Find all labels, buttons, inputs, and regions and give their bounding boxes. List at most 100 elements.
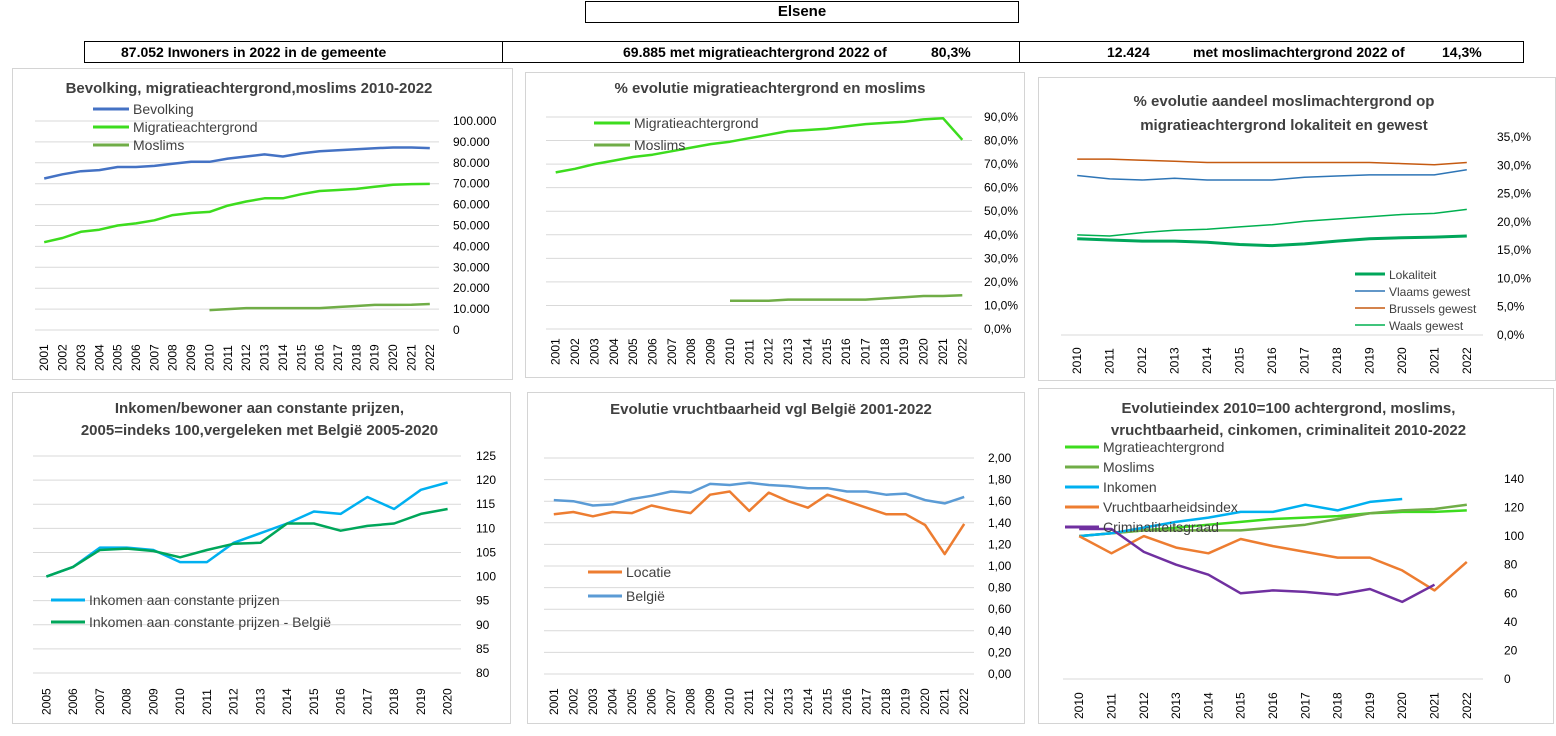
x-tick-label: 2012 (1137, 692, 1151, 719)
series-line-criminaliteitsgraad (1079, 527, 1436, 604)
y-tick-label: 80.000 (453, 156, 490, 170)
y-tick-label: 110 (476, 521, 495, 535)
x-tick-label: 2019 (899, 688, 913, 715)
y-tick-label: 10.000 (453, 302, 490, 316)
legend-label: Migratieachtergrond (634, 115, 759, 131)
y-tick-label: 60 (1504, 586, 1518, 600)
x-tick-label: 2020 (441, 688, 455, 715)
x-tick-label: 2009 (703, 688, 717, 715)
y-tick-label: 60,0% (984, 181, 1018, 195)
series-line-moslims (1079, 503, 1467, 538)
x-tick-label: 2002 (568, 338, 582, 365)
x-tick-label: 2010 (1070, 347, 1084, 374)
y-tick-label: 30,0% (984, 251, 1018, 265)
x-tick-label: 2009 (184, 344, 198, 371)
y-tick-label: 20.000 (453, 281, 490, 295)
legend-label: Vlaams gewest (1389, 285, 1471, 299)
y-tick-label: 0,00 (988, 667, 1012, 681)
series-line-brussels-gewest (1077, 158, 1467, 166)
y-tick-label: 5,0% (1497, 300, 1525, 314)
chart-title: % evolutie migratieachtergrond en moslim… (615, 80, 926, 97)
x-tick-label: 2015 (1234, 692, 1248, 719)
chart-population: Bevolking, migratieachtergrond,moslims 2… (12, 68, 513, 380)
x-tick-label: 2021 (936, 338, 950, 365)
y-tick-label: 90,0% (984, 110, 1018, 124)
legend-label: Bevolking (133, 101, 194, 117)
x-tick-label: 2005 (111, 344, 125, 371)
series-line-inkomen (1079, 497, 1403, 538)
x-tick-label: 2018 (349, 344, 363, 371)
y-tick-label: 0,0% (1497, 328, 1525, 342)
x-tick-label: 2021 (404, 344, 418, 371)
x-tick-label: 2020 (1395, 347, 1409, 374)
x-tick-label: 2022 (957, 688, 971, 715)
x-tick-label: 2013 (1169, 692, 1183, 719)
legend-label: België (626, 588, 665, 604)
x-tick-label: 2013 (781, 688, 795, 715)
chart-pct-evolution: % evolutie migratieachtergrond en moslim… (525, 72, 1025, 378)
x-tick-label: 2021 (938, 688, 952, 715)
series-line-vlaams-gewest (1077, 169, 1467, 181)
y-tick-label: 10,0% (984, 298, 1018, 312)
y-tick-label: 0 (1504, 672, 1511, 686)
y-tick-label: 140 (1504, 472, 1524, 486)
x-tick-label: 2011 (742, 689, 756, 715)
y-tick-label: 0,80 (988, 581, 1012, 595)
x-tick-label: 2017 (1298, 692, 1312, 719)
x-tick-label: 2017 (859, 338, 873, 365)
x-tick-label: 2006 (66, 688, 80, 715)
y-tick-label: 0,60 (988, 602, 1012, 616)
legend-label: Mgratieachtergrond (1103, 439, 1224, 455)
x-tick-label: 2016 (1266, 692, 1280, 719)
chart-title: % evolutie aandeel moslimachtergrond op m… (1134, 93, 1435, 134)
y-tick-label: 40 (1504, 615, 1518, 629)
x-tick-label: 2008 (120, 688, 134, 715)
chart-title: Bevolking, migratieachtergrond,moslims 2… (66, 80, 433, 97)
series-line-inkomen-aan-constante-prijzen (45, 481, 448, 578)
x-tick-label: 2015 (820, 338, 834, 365)
series-line-belgi- (553, 481, 965, 507)
chart-muslim-share: % evolutie aandeel moslimachtergrond op m… (1038, 77, 1556, 381)
x-tick-label: 2007 (664, 688, 678, 715)
x-tick-label: 2020 (1395, 692, 1409, 719)
y-tick-label: 100.000 (453, 114, 497, 128)
summary-divider (1019, 42, 1020, 62)
legend-label: Locatie (626, 564, 671, 580)
x-tick-label: 2022 (955, 338, 969, 365)
legend-label: Brussels gewest (1389, 302, 1477, 316)
y-tick-label: 85 (476, 642, 490, 656)
y-tick-label: 15,0% (1497, 243, 1531, 257)
x-tick-label: 2005 (39, 688, 53, 715)
y-tick-label: 50.000 (453, 219, 490, 233)
y-tick-label: 90 (476, 618, 490, 632)
migration-percentage: 80,3% (931, 44, 971, 60)
legend-label: Vruchtbaarheidsindex (1103, 499, 1238, 515)
x-tick-label: 2010 (1072, 692, 1086, 719)
x-tick-label: 2004 (607, 338, 621, 365)
legend-label: Inkomen aan constante prijzen (89, 592, 280, 608)
y-tick-label: 0,20 (988, 645, 1012, 659)
x-tick-label: 2002 (56, 344, 70, 371)
y-tick-label: 35,0% (1497, 130, 1531, 144)
x-tick-label: 2006 (646, 338, 660, 365)
page-title: Elsene (585, 1, 1019, 23)
x-tick-label: 2019 (368, 344, 382, 371)
x-tick-label: 2020 (917, 338, 931, 365)
legend-label: Migratieachtergrond (133, 119, 258, 135)
x-tick-label: 2004 (92, 344, 106, 371)
x-tick-label: 2011 (1104, 693, 1118, 719)
x-tick-label: 2011 (742, 339, 756, 365)
chart-pct-evolution-svg: % evolutie migratieachtergrond en moslim… (546, 80, 1018, 365)
y-tick-label: 100 (476, 570, 496, 584)
x-tick-label: 2010 (173, 688, 187, 715)
legend-label: Moslims (634, 137, 685, 153)
muslim-summary: met moslimachtergrond 2022 of (1193, 44, 1405, 60)
x-tick-label: 2016 (1265, 347, 1279, 374)
y-tick-label: 0,40 (988, 624, 1012, 638)
chart-index: Evolutieindex 2010=100 achtergrond, mosl… (1038, 388, 1554, 724)
x-tick-label: 2001 (37, 344, 51, 371)
summary-bar: 87.052 Inwoners in 2022 in de gemeente 6… (84, 41, 1524, 63)
x-tick-label: 2013 (258, 344, 272, 371)
x-tick-label: 2003 (587, 338, 601, 365)
x-tick-label: 2015 (820, 688, 834, 715)
